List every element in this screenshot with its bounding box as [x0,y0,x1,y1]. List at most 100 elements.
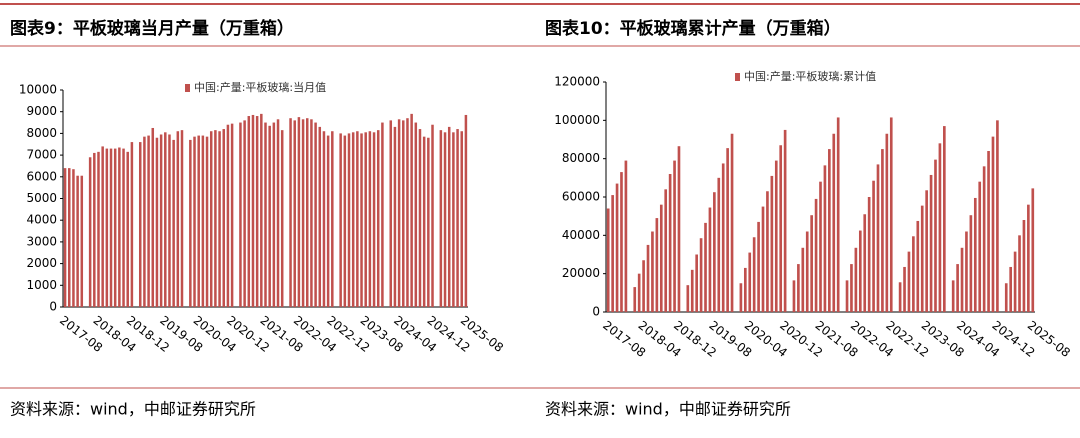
bar [761,206,765,312]
bar [368,131,372,307]
bar [427,137,430,307]
bar [783,129,787,312]
y-tick-label: 0 [592,305,600,319]
bar [393,126,397,307]
bar [686,285,690,312]
bar [876,164,880,312]
y-tick-label: 9000 [26,104,57,118]
y-tick-label: 4000 [26,213,57,227]
bar [1013,251,1017,312]
bar [1004,283,1008,312]
bar [726,148,729,312]
legend-swatch [185,84,190,92]
bar [293,120,296,307]
bar [929,174,933,312]
bar [381,122,384,307]
bar [668,174,672,312]
bar [863,214,867,312]
bar [168,134,171,307]
bar [805,231,809,312]
bar [372,132,376,307]
bar [854,247,858,312]
bar [214,130,217,307]
bar [76,175,79,307]
bar [903,266,906,312]
bar [704,222,707,312]
chart-title: 图表10：平板玻璃累计产量（万重箱） [545,18,841,39]
bar [151,127,155,307]
bar [464,114,468,307]
bar [218,131,221,307]
bar [101,146,104,307]
bar [397,119,401,307]
bar [201,135,205,307]
bar [752,237,756,312]
bar [996,120,999,312]
bar [360,133,363,307]
bar [326,135,330,307]
bar [289,118,292,308]
y-tick-label: 100000 [554,113,600,127]
bar [447,126,451,307]
bar [322,131,326,307]
bar [695,254,698,312]
bar [402,120,405,307]
bar [251,114,255,307]
bar [925,190,928,312]
bar [836,117,840,312]
bar [770,175,774,312]
bar [938,143,942,312]
bar [912,236,915,312]
bar [339,133,342,307]
bar [889,117,893,312]
bar [792,280,796,312]
bar [673,160,676,312]
bar [126,151,129,307]
bar [1027,204,1030,312]
bar [205,136,209,307]
bar [343,135,347,307]
bar [364,132,367,307]
bar [960,247,964,312]
bar [907,251,911,312]
bar [845,280,849,312]
chart-title: 图表9：平板玻璃当月产量（万重箱） [10,18,294,39]
bar [143,136,146,307]
y-tick-label: 7000 [26,148,57,162]
bar [147,135,150,307]
bar [439,130,443,307]
bar [68,168,71,307]
bar [197,135,200,307]
bar [209,131,213,307]
bar [699,238,703,312]
bar [155,137,159,307]
bar [314,122,317,307]
bar [176,131,180,307]
bar [301,119,305,307]
y-tick-label: 120000 [554,75,600,89]
bar [646,244,650,312]
bar [757,221,760,312]
bar [766,191,769,312]
bar [651,231,654,312]
bar [810,215,813,312]
bar [920,205,924,312]
bar [858,230,862,312]
bar [88,157,92,307]
bar [297,117,301,307]
bar [268,125,271,308]
bar [832,133,836,312]
bar [615,183,619,312]
bar [779,145,783,312]
bar [164,132,167,307]
bar [410,113,413,308]
bar [109,148,113,307]
bar [306,118,309,308]
bar [318,126,322,307]
bar [72,169,75,307]
bar [222,129,225,307]
bar [969,215,973,312]
bar [159,134,163,307]
bar [1022,220,1026,312]
